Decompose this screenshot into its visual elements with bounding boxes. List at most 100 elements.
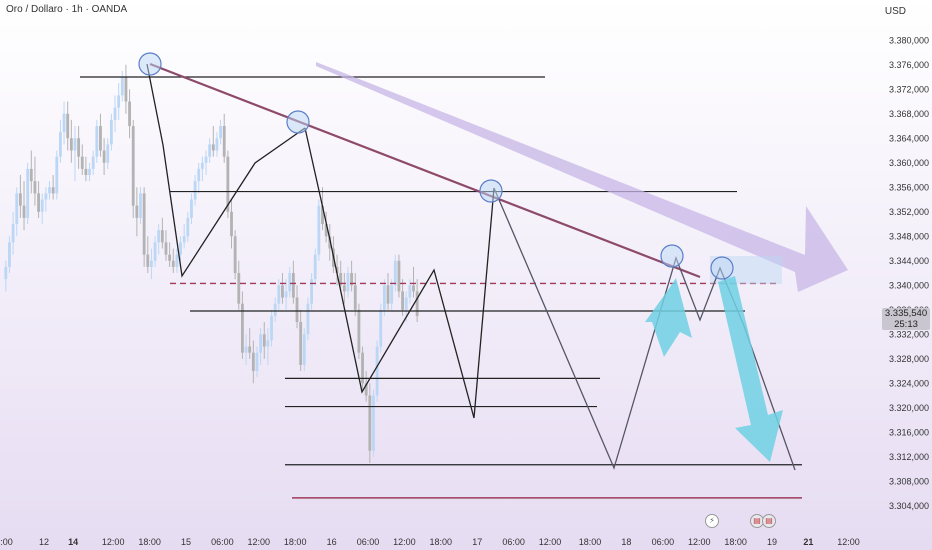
candle-body (15, 193, 19, 225)
zigzag-path (304, 127, 495, 419)
candle (204, 150, 208, 176)
candle (69, 119, 73, 163)
candle-body (277, 285, 281, 304)
candle (117, 83, 121, 120)
candle (48, 181, 51, 200)
last-price: 3.335,540 (884, 308, 928, 319)
candle (84, 156, 88, 182)
candle (208, 138, 212, 163)
time-tick-label: 12:00 (539, 537, 562, 547)
candle-body (299, 322, 303, 365)
candle (106, 138, 110, 169)
price-tick-label: 3.380,000 (889, 35, 929, 45)
candle-body (306, 303, 310, 335)
us-flag-icon[interactable]: ▤ (762, 514, 776, 528)
candle-body (375, 346, 379, 396)
price-axis[interactable]: 3.380,000 3.376,000 3.372,000 3.368,000 3.36… (889, 35, 929, 511)
time-tick-label: 12 (39, 537, 49, 547)
candle (128, 89, 131, 139)
candle-body (382, 285, 386, 310)
candle (113, 95, 117, 133)
candle-body (295, 297, 299, 323)
candle-body (393, 260, 397, 286)
pivot-marker (479, 179, 503, 203)
candle (222, 113, 226, 163)
price-tick-label: 3.364,000 (889, 133, 929, 143)
candle (190, 193, 193, 225)
candle-body (241, 303, 244, 353)
candle (131, 119, 135, 218)
candle-body (401, 291, 404, 310)
candle-body (190, 199, 193, 218)
candle (77, 126, 81, 169)
candle (288, 266, 292, 298)
time-tick-label: 19 (767, 537, 777, 547)
candle (284, 279, 288, 310)
currency-label: USD (884, 6, 906, 17)
candle-body (350, 273, 354, 286)
candle (364, 371, 368, 402)
candle (353, 273, 357, 316)
candle-body (211, 144, 215, 151)
candle (397, 254, 401, 298)
candle (59, 119, 62, 163)
candle (379, 303, 383, 353)
candle-body (208, 144, 212, 157)
candle (273, 297, 277, 323)
candle-body (80, 156, 84, 169)
price-tick-label: 3.356,000 (889, 182, 929, 192)
time-tick-label: 06:00 (357, 537, 380, 547)
candle-body (26, 168, 30, 218)
candle (44, 187, 48, 212)
candle (200, 156, 204, 182)
candle-body (408, 285, 412, 298)
candle (120, 70, 124, 102)
candle (175, 248, 179, 274)
candle (415, 279, 419, 323)
candle (171, 248, 175, 274)
candle-body (179, 242, 182, 255)
candle-body (324, 224, 328, 237)
candle-body (117, 95, 121, 108)
candle-body (353, 285, 357, 310)
candle-body (412, 285, 415, 292)
candle-body (291, 273, 295, 298)
candle-body (321, 205, 324, 225)
candle (135, 187, 139, 237)
candle-body (157, 230, 161, 243)
time-tick-label: 12:00 (688, 537, 711, 547)
candle (139, 187, 142, 225)
candle-body (139, 193, 142, 218)
candle-body (328, 236, 332, 249)
candle-body (219, 126, 222, 139)
time-tick-label: 18:00 (579, 537, 602, 547)
candle (164, 230, 168, 261)
candle-body (215, 138, 219, 151)
candle-body (200, 162, 204, 169)
candle-body (310, 279, 313, 304)
price-tick-label: 3.324,000 (889, 378, 929, 388)
candle-body (51, 187, 55, 194)
candle-body (281, 285, 284, 298)
candle-body (182, 236, 186, 243)
candle (259, 328, 263, 365)
candle (317, 199, 321, 261)
candle-body (109, 119, 113, 145)
candle-body (404, 297, 408, 310)
candle (357, 303, 361, 359)
flash-icon[interactable]: ⚡ (705, 514, 719, 528)
candle-body (106, 144, 110, 163)
candle-body (397, 260, 401, 292)
candle (146, 236, 150, 274)
candle (233, 230, 237, 280)
candle (412, 266, 415, 298)
candle-body (48, 187, 51, 194)
candle (339, 260, 343, 292)
candle-body (88, 168, 91, 176)
candle-body (386, 285, 390, 304)
chart-title: Oro / Dollaro · 1h · OANDA (6, 4, 128, 15)
candle-body (73, 138, 77, 151)
time-axis[interactable]: 8:00 12 14 12:00 18:00 15 06:00 12:00 18:00 16 06:… (0, 537, 860, 547)
candle (153, 236, 157, 267)
